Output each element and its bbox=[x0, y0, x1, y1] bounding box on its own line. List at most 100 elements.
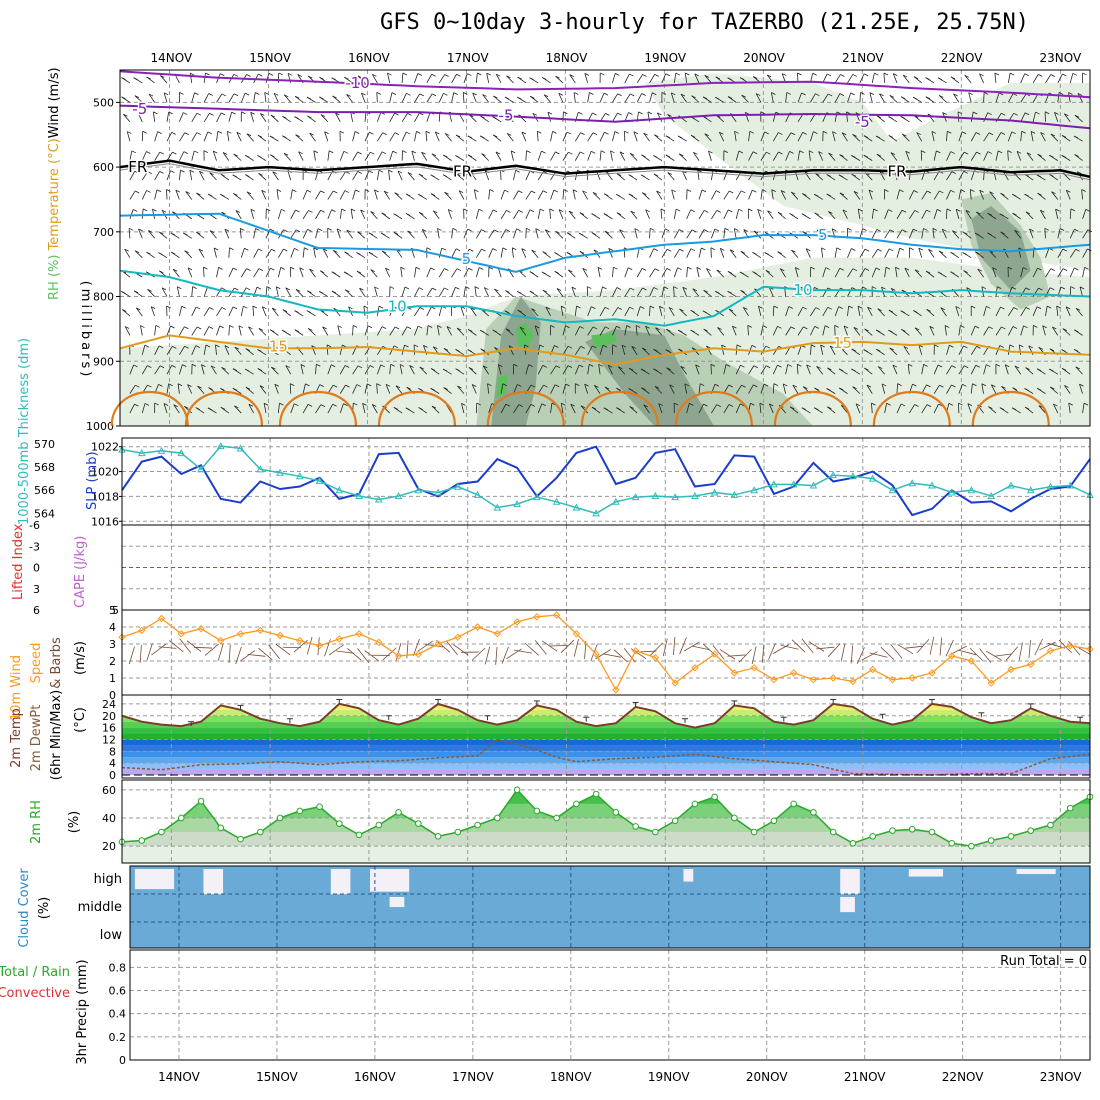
slp-tick-label: 1020 bbox=[91, 466, 119, 479]
upper-wind-barb-flag bbox=[1075, 248, 1080, 252]
upper-wind-barb-flag bbox=[281, 208, 286, 212]
upper-wind-barb bbox=[352, 189, 356, 200]
upper-wind-barb bbox=[884, 229, 891, 239]
upper-wind-barb-flag bbox=[502, 383, 507, 387]
upper-wind-barb bbox=[940, 307, 947, 317]
upper-wind-barb-flag bbox=[271, 248, 276, 252]
upper-wind-barb bbox=[929, 326, 935, 336]
thickness-marker bbox=[335, 486, 344, 494]
upper-wind-barb bbox=[946, 131, 948, 142]
upper-wind-barb bbox=[636, 268, 643, 278]
upper-wind-barb-flag bbox=[455, 368, 460, 372]
precip-panel bbox=[129, 949, 1091, 1061]
upper-wind-barb bbox=[315, 364, 317, 375]
upper-wind-barb-flag bbox=[402, 72, 408, 76]
upper-wind-barb bbox=[376, 170, 380, 181]
upper-wind-barb bbox=[463, 286, 466, 297]
upper-wind-barb-flag bbox=[568, 210, 574, 214]
upper-wind-barb-flag bbox=[827, 93, 833, 97]
upper-wind-barb-flag bbox=[307, 228, 312, 232]
isotherm-20-loop bbox=[773, 391, 852, 427]
upper-wind-barb-flag bbox=[951, 171, 957, 174]
upper-wind-barb-flag bbox=[1074, 267, 1079, 271]
wind10-marker bbox=[829, 674, 837, 682]
upper-wind-barb bbox=[438, 74, 445, 84]
upper-wind-barb-flag bbox=[350, 208, 356, 212]
upper-wind-barb bbox=[203, 72, 206, 84]
upper-wind-barb-flag bbox=[971, 305, 976, 309]
upper-wind-barb-flag bbox=[706, 345, 711, 349]
upper-wind-barb-flag bbox=[589, 363, 594, 367]
upper-wind-barb-flag bbox=[187, 267, 193, 271]
upper-wind-barb-flag bbox=[1038, 287, 1043, 291]
upper-wind-barb-flag bbox=[519, 326, 525, 330]
upper-wind-barb-flag bbox=[382, 132, 387, 136]
upper-wind-barb-flag bbox=[669, 384, 674, 388]
upper-wind-barb-flag bbox=[394, 192, 399, 196]
upper-wind-barb-flag bbox=[914, 269, 920, 273]
upper-wind-barb bbox=[253, 248, 259, 258]
upper-wind-barb-flag bbox=[413, 344, 419, 348]
upper-wind-barb bbox=[995, 326, 1002, 336]
upper-wind-barb-flag bbox=[148, 230, 153, 233]
upper-wind-barb-flag bbox=[1024, 73, 1029, 77]
upper-wind-barb-flag bbox=[752, 251, 757, 255]
upper-wind-barb bbox=[977, 268, 984, 278]
thickness-marker bbox=[552, 497, 561, 505]
wind10-barb bbox=[275, 643, 291, 656]
upper-wind-barb bbox=[277, 209, 282, 219]
upper-wind-barb-flag bbox=[183, 232, 188, 236]
upper-wind-barb bbox=[549, 208, 551, 219]
upper-wind-barb bbox=[562, 131, 568, 142]
thickness-marker bbox=[533, 493, 541, 501]
upper-wind-barb-flag bbox=[619, 151, 625, 155]
wind10-barb bbox=[780, 644, 799, 650]
upper-wind-barb bbox=[421, 151, 428, 161]
upper-wind-barb-flag bbox=[948, 402, 954, 406]
upper-wind-barb-flag bbox=[813, 131, 818, 135]
upper-wind-barb bbox=[654, 134, 663, 142]
temp-ylabel-2: 2m DewPt bbox=[29, 705, 44, 772]
top-date-label: 16NOV bbox=[348, 51, 390, 65]
upper-wind-barb-flag bbox=[508, 345, 514, 349]
upper-wind-barb-flag bbox=[234, 405, 239, 409]
cloud-ylabel: Cloud Cover bbox=[17, 868, 32, 948]
upper-wind-barb bbox=[661, 268, 668, 278]
upper-wind-barb bbox=[656, 190, 663, 200]
upper-wind-barb-flag bbox=[269, 228, 275, 232]
upper-wind-barb-flag bbox=[418, 173, 424, 177]
upper-wind-barb-flag bbox=[921, 150, 926, 153]
upper-wind-barb-flag bbox=[617, 93, 622, 97]
upper-wind-barb-flag bbox=[505, 229, 510, 232]
upper-wind-barb-flag bbox=[569, 74, 574, 77]
upper-wind-barb-flag bbox=[417, 73, 422, 76]
upper-wind-barb-flag bbox=[196, 231, 201, 235]
upper-wind-barb bbox=[339, 171, 346, 181]
upper-wind-barb-flag bbox=[690, 209, 695, 213]
upper-wind-barb bbox=[1054, 112, 1059, 122]
upper-wind-barb-flag bbox=[504, 96, 510, 100]
upper-wind-barb-flag bbox=[542, 251, 547, 254]
upper-wind-barb bbox=[636, 93, 643, 103]
upper-wind-barb bbox=[385, 384, 391, 394]
upper-wind-barb bbox=[760, 325, 764, 336]
upper-wind-barb bbox=[711, 170, 714, 181]
upper-wind-barb bbox=[867, 306, 873, 317]
wind10-barb bbox=[239, 650, 255, 662]
upper-wind-barb-flag bbox=[986, 364, 991, 367]
cloud-clear-patch bbox=[134, 869, 175, 890]
upper-wind-barb bbox=[475, 209, 480, 219]
upper-wind-barb bbox=[494, 288, 502, 297]
upper-wind-barb bbox=[179, 326, 185, 336]
thickness-marker bbox=[157, 446, 166, 454]
upper-wind-barb-flag bbox=[380, 232, 386, 236]
upper-wind-barb-flag bbox=[419, 112, 424, 116]
upper-wind-barb bbox=[419, 366, 428, 375]
upper-wind-barb-flag bbox=[710, 247, 716, 251]
upper-wind-barb-flag bbox=[287, 72, 293, 76]
upper-wind-barb-flag bbox=[330, 364, 336, 368]
wind10-marker bbox=[1007, 665, 1015, 674]
wind10-barb bbox=[916, 638, 930, 653]
upper-wind-barb-flag bbox=[578, 232, 584, 236]
rh2m-marker bbox=[612, 809, 620, 816]
